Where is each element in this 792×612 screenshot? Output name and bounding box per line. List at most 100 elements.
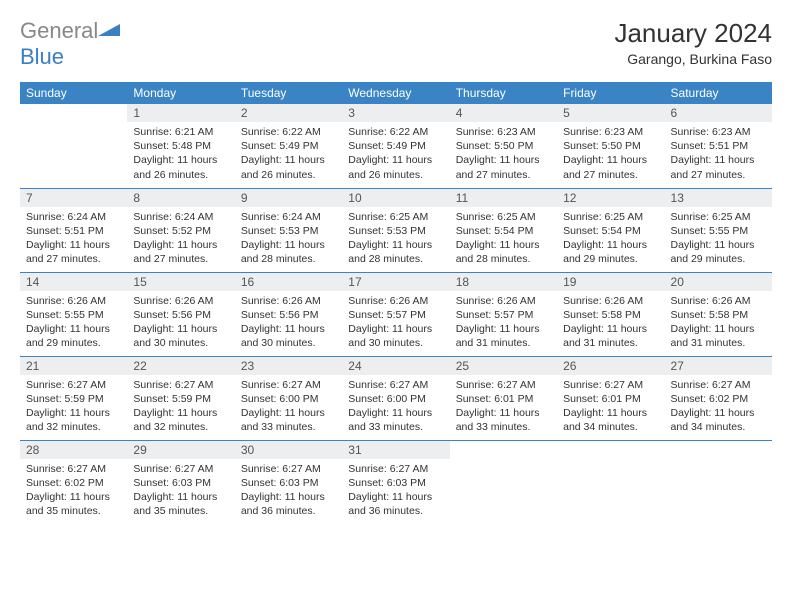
calendar-week-row: 28Sunrise: 6:27 AMSunset: 6:02 PMDayligh… <box>20 440 772 524</box>
logo-text: GeneralBlue <box>20 18 120 70</box>
day-content: Sunrise: 6:27 AMSunset: 6:01 PMDaylight:… <box>557 375 664 439</box>
day-content: Sunrise: 6:24 AMSunset: 5:52 PMDaylight:… <box>127 207 234 271</box>
day-number: 31 <box>342 441 449 459</box>
calendar-week-row: 1Sunrise: 6:21 AMSunset: 5:48 PMDaylight… <box>20 104 772 188</box>
day-number: 26 <box>557 357 664 375</box>
calendar-cell: 24Sunrise: 6:27 AMSunset: 6:00 PMDayligh… <box>342 356 449 440</box>
day-content: Sunrise: 6:25 AMSunset: 5:54 PMDaylight:… <box>557 207 664 271</box>
day-number: 19 <box>557 273 664 291</box>
day-number: 29 <box>127 441 234 459</box>
calendar-cell: 2Sunrise: 6:22 AMSunset: 5:49 PMDaylight… <box>235 104 342 188</box>
day-number: 14 <box>20 273 127 291</box>
day-number: 25 <box>450 357 557 375</box>
calendar-cell: 21Sunrise: 6:27 AMSunset: 5:59 PMDayligh… <box>20 356 127 440</box>
weekday-header: Monday <box>127 82 234 104</box>
day-content: Sunrise: 6:26 AMSunset: 5:57 PMDaylight:… <box>450 291 557 355</box>
day-content: Sunrise: 6:27 AMSunset: 6:01 PMDaylight:… <box>450 375 557 439</box>
day-number: 7 <box>20 189 127 207</box>
title-block: January 2024 Garango, Burkina Faso <box>614 18 772 67</box>
weekday-header: Tuesday <box>235 82 342 104</box>
day-number: 23 <box>235 357 342 375</box>
calendar-cell: 19Sunrise: 6:26 AMSunset: 5:58 PMDayligh… <box>557 272 664 356</box>
calendar-cell <box>665 440 772 524</box>
day-content: Sunrise: 6:23 AMSunset: 5:50 PMDaylight:… <box>557 122 664 186</box>
day-number: 10 <box>342 189 449 207</box>
location: Garango, Burkina Faso <box>614 51 772 67</box>
calendar-cell: 28Sunrise: 6:27 AMSunset: 6:02 PMDayligh… <box>20 440 127 524</box>
day-number: 18 <box>450 273 557 291</box>
weekday-header: Thursday <box>450 82 557 104</box>
calendar-cell: 22Sunrise: 6:27 AMSunset: 5:59 PMDayligh… <box>127 356 234 440</box>
day-number: 15 <box>127 273 234 291</box>
day-content: Sunrise: 6:26 AMSunset: 5:58 PMDaylight:… <box>557 291 664 355</box>
day-content: Sunrise: 6:26 AMSunset: 5:56 PMDaylight:… <box>235 291 342 355</box>
calendar-cell: 30Sunrise: 6:27 AMSunset: 6:03 PMDayligh… <box>235 440 342 524</box>
day-number: 5 <box>557 104 664 122</box>
logo: GeneralBlue <box>20 18 120 70</box>
calendar-cell: 26Sunrise: 6:27 AMSunset: 6:01 PMDayligh… <box>557 356 664 440</box>
calendar-cell: 10Sunrise: 6:25 AMSunset: 5:53 PMDayligh… <box>342 188 449 272</box>
calendar-cell: 6Sunrise: 6:23 AMSunset: 5:51 PMDaylight… <box>665 104 772 188</box>
day-content: Sunrise: 6:21 AMSunset: 5:48 PMDaylight:… <box>127 122 234 186</box>
day-content: Sunrise: 6:26 AMSunset: 5:57 PMDaylight:… <box>342 291 449 355</box>
calendar-cell: 12Sunrise: 6:25 AMSunset: 5:54 PMDayligh… <box>557 188 664 272</box>
day-number: 4 <box>450 104 557 122</box>
day-number: 30 <box>235 441 342 459</box>
day-number: 17 <box>342 273 449 291</box>
day-number: 24 <box>342 357 449 375</box>
day-number: 13 <box>665 189 772 207</box>
calendar-cell: 4Sunrise: 6:23 AMSunset: 5:50 PMDaylight… <box>450 104 557 188</box>
calendar-cell: 29Sunrise: 6:27 AMSunset: 6:03 PMDayligh… <box>127 440 234 524</box>
day-number: 27 <box>665 357 772 375</box>
calendar-cell: 31Sunrise: 6:27 AMSunset: 6:03 PMDayligh… <box>342 440 449 524</box>
day-content: Sunrise: 6:27 AMSunset: 6:00 PMDaylight:… <box>342 375 449 439</box>
day-content: Sunrise: 6:27 AMSunset: 6:02 PMDaylight:… <box>665 375 772 439</box>
day-content: Sunrise: 6:27 AMSunset: 6:02 PMDaylight:… <box>20 459 127 523</box>
weekday-header: Wednesday <box>342 82 449 104</box>
calendar-week-row: 21Sunrise: 6:27 AMSunset: 5:59 PMDayligh… <box>20 356 772 440</box>
logo-part2: Blue <box>20 44 64 69</box>
calendar-cell: 25Sunrise: 6:27 AMSunset: 6:01 PMDayligh… <box>450 356 557 440</box>
calendar-table: SundayMondayTuesdayWednesdayThursdayFrid… <box>20 82 772 524</box>
calendar-week-row: 14Sunrise: 6:26 AMSunset: 5:55 PMDayligh… <box>20 272 772 356</box>
calendar-cell: 11Sunrise: 6:25 AMSunset: 5:54 PMDayligh… <box>450 188 557 272</box>
page-title: January 2024 <box>614 18 772 49</box>
calendar-cell: 18Sunrise: 6:26 AMSunset: 5:57 PMDayligh… <box>450 272 557 356</box>
calendar-cell: 20Sunrise: 6:26 AMSunset: 5:58 PMDayligh… <box>665 272 772 356</box>
day-content: Sunrise: 6:23 AMSunset: 5:51 PMDaylight:… <box>665 122 772 186</box>
calendar-cell: 7Sunrise: 6:24 AMSunset: 5:51 PMDaylight… <box>20 188 127 272</box>
day-number: 3 <box>342 104 449 122</box>
day-number: 8 <box>127 189 234 207</box>
calendar-cell <box>557 440 664 524</box>
logo-triangle-icon <box>98 22 120 38</box>
calendar-cell: 3Sunrise: 6:22 AMSunset: 5:49 PMDaylight… <box>342 104 449 188</box>
calendar-cell: 5Sunrise: 6:23 AMSunset: 5:50 PMDaylight… <box>557 104 664 188</box>
day-content: Sunrise: 6:27 AMSunset: 6:03 PMDaylight:… <box>235 459 342 523</box>
calendar-cell: 27Sunrise: 6:27 AMSunset: 6:02 PMDayligh… <box>665 356 772 440</box>
day-number: 16 <box>235 273 342 291</box>
day-number: 12 <box>557 189 664 207</box>
day-number: 9 <box>235 189 342 207</box>
weekday-header: Saturday <box>665 82 772 104</box>
logo-part1: General <box>20 18 98 43</box>
day-number: 28 <box>20 441 127 459</box>
calendar-cell: 8Sunrise: 6:24 AMSunset: 5:52 PMDaylight… <box>127 188 234 272</box>
day-number: 21 <box>20 357 127 375</box>
day-number: 6 <box>665 104 772 122</box>
day-content: Sunrise: 6:26 AMSunset: 5:58 PMDaylight:… <box>665 291 772 355</box>
day-content: Sunrise: 6:27 AMSunset: 6:00 PMDaylight:… <box>235 375 342 439</box>
day-content: Sunrise: 6:27 AMSunset: 6:03 PMDaylight:… <box>342 459 449 523</box>
day-content: Sunrise: 6:24 AMSunset: 5:53 PMDaylight:… <box>235 207 342 271</box>
calendar-cell: 13Sunrise: 6:25 AMSunset: 5:55 PMDayligh… <box>665 188 772 272</box>
day-content: Sunrise: 6:25 AMSunset: 5:54 PMDaylight:… <box>450 207 557 271</box>
day-content: Sunrise: 6:27 AMSunset: 6:03 PMDaylight:… <box>127 459 234 523</box>
calendar-cell: 17Sunrise: 6:26 AMSunset: 5:57 PMDayligh… <box>342 272 449 356</box>
calendar-cell: 15Sunrise: 6:26 AMSunset: 5:56 PMDayligh… <box>127 272 234 356</box>
day-content: Sunrise: 6:22 AMSunset: 5:49 PMDaylight:… <box>342 122 449 186</box>
calendar-cell: 14Sunrise: 6:26 AMSunset: 5:55 PMDayligh… <box>20 272 127 356</box>
day-content: Sunrise: 6:22 AMSunset: 5:49 PMDaylight:… <box>235 122 342 186</box>
calendar-cell: 9Sunrise: 6:24 AMSunset: 5:53 PMDaylight… <box>235 188 342 272</box>
day-content: Sunrise: 6:26 AMSunset: 5:55 PMDaylight:… <box>20 291 127 355</box>
day-content: Sunrise: 6:27 AMSunset: 5:59 PMDaylight:… <box>20 375 127 439</box>
day-number: 1 <box>127 104 234 122</box>
